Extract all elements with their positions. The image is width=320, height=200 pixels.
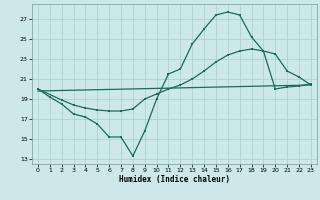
X-axis label: Humidex (Indice chaleur): Humidex (Indice chaleur) xyxy=(119,175,230,184)
